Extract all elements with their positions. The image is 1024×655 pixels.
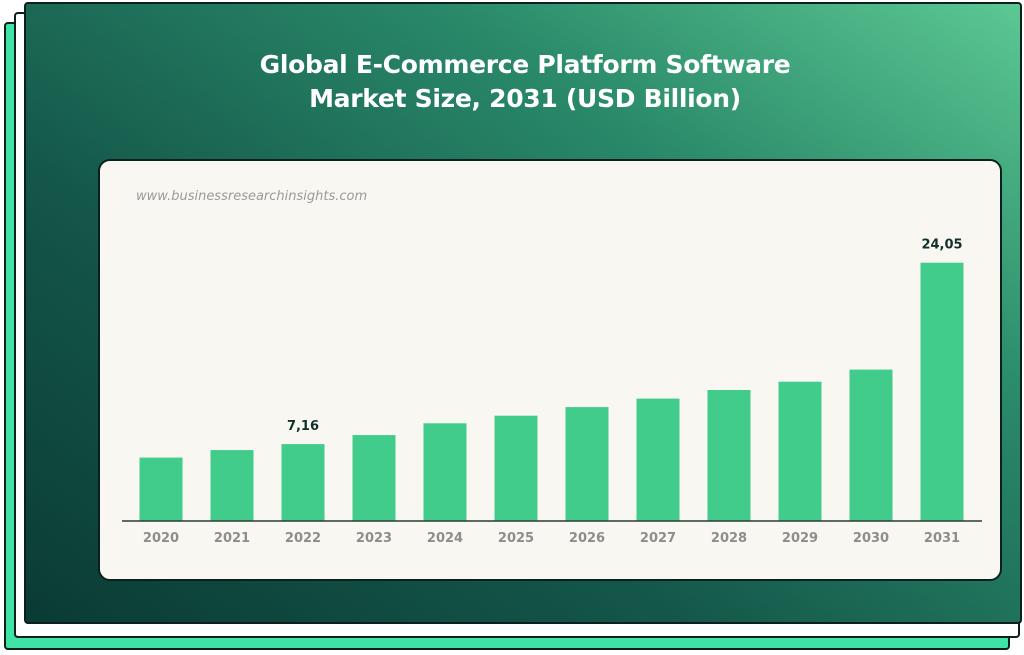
bar-2031 xyxy=(920,262,964,521)
bar-2024 xyxy=(423,423,467,521)
plot-panel: www.businessresearchinsights.com 2020 202… xyxy=(98,159,1002,581)
x-tick-label-2028: 2028 xyxy=(711,531,747,546)
bar-2026 xyxy=(565,407,609,521)
bar-2029 xyxy=(778,381,822,521)
bar-2021 xyxy=(210,450,254,521)
x-tick-label-2025: 2025 xyxy=(498,531,534,546)
x-tick-label-2031: 2031 xyxy=(924,531,960,546)
chart-card: Global E-Commerce Platform Software Mark… xyxy=(24,2,1022,624)
data-label-2031: 24,05 xyxy=(921,238,962,253)
bar-2022 xyxy=(281,444,325,521)
x-tick-label-2027: 2027 xyxy=(640,531,676,546)
x-tick-label-2023: 2023 xyxy=(356,531,392,546)
bar-2020 xyxy=(139,457,183,521)
watermark-text: www.businessresearchinsights.com xyxy=(136,189,368,204)
chart-title-line-2: Market Size, 2031 (USD Billion) xyxy=(309,84,741,113)
bar-chart: 2020 2021 2022 7,16 2023 2024 2025 2026 2027 2028… xyxy=(122,238,982,546)
bar-2028 xyxy=(707,390,751,521)
x-tick-label-2020: 2020 xyxy=(143,531,179,546)
x-tick-label-2030: 2030 xyxy=(853,531,889,546)
bar-2023 xyxy=(352,435,396,521)
bar-2025 xyxy=(494,415,538,521)
x-tick-label-2022: 2022 xyxy=(285,531,321,546)
bar-2027 xyxy=(636,398,680,521)
x-tick-label-2026: 2026 xyxy=(569,531,605,546)
x-tick-label-2029: 2029 xyxy=(782,531,818,546)
bar-2030 xyxy=(849,369,893,521)
chart-title: Global E-Commerce Platform Software Mark… xyxy=(26,48,1020,116)
chart-title-line-1: Global E-Commerce Platform Software xyxy=(259,50,791,79)
x-tick-label-2021: 2021 xyxy=(214,531,250,546)
x-tick-label-2024: 2024 xyxy=(427,531,463,546)
data-label-2022: 7,16 xyxy=(287,419,319,434)
